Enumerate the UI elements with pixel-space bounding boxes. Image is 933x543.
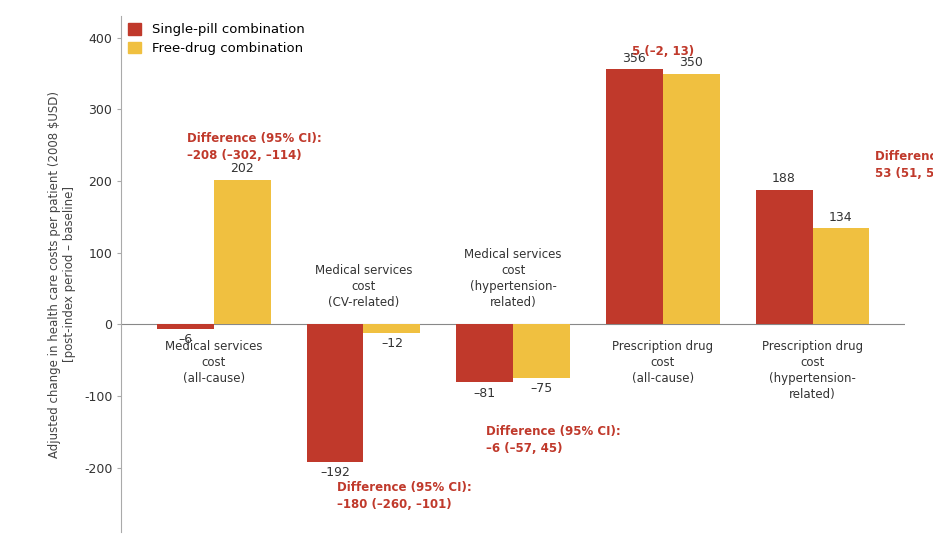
Text: –75: –75 xyxy=(531,382,552,395)
Text: 134: 134 xyxy=(829,211,853,224)
Text: Medical services
cost
(CV-related): Medical services cost (CV-related) xyxy=(314,263,412,308)
Bar xyxy=(157,324,214,329)
Text: Prescription drug
cost
(all-cause): Prescription drug cost (all-cause) xyxy=(612,340,714,385)
Legend: Single-pill combination, Free-drug combination: Single-pill combination, Free-drug combi… xyxy=(128,23,304,55)
Bar xyxy=(307,324,364,462)
Text: 202: 202 xyxy=(230,162,254,175)
Text: 188: 188 xyxy=(773,172,796,185)
Text: –192: –192 xyxy=(320,466,350,479)
Bar xyxy=(364,324,421,333)
Text: 350: 350 xyxy=(679,56,703,70)
Text: –81: –81 xyxy=(474,387,495,400)
Y-axis label: Adjusted change in health care costs per patient (2008 $USD)
[post-index period : Adjusted change in health care costs per… xyxy=(48,91,76,458)
Text: Difference (95% CI):
–6 (–57, 45): Difference (95% CI): –6 (–57, 45) xyxy=(486,425,621,454)
Text: Difference (95% CI):
53 (51, 55): Difference (95% CI): 53 (51, 55) xyxy=(875,150,933,180)
Bar xyxy=(813,229,870,324)
Text: Difference (95% CI):
–208 (–302, –114): Difference (95% CI): –208 (–302, –114) xyxy=(187,132,322,162)
Text: Medical services
cost
(all-cause): Medical services cost (all-cause) xyxy=(165,340,262,385)
Text: 356: 356 xyxy=(622,52,647,65)
Text: –12: –12 xyxy=(381,337,403,350)
Bar xyxy=(662,74,719,324)
Text: Prescription drug
cost
(hypertension-
related): Prescription drug cost (hypertension- re… xyxy=(762,340,863,401)
Text: Medical services
cost
(hypertension-
related): Medical services cost (hypertension- rel… xyxy=(465,248,562,308)
Bar xyxy=(214,180,271,324)
Text: Difference (95% CI):
–180 (–260, –101): Difference (95% CI): –180 (–260, –101) xyxy=(337,481,471,510)
Text: 5 (–2, 13): 5 (–2, 13) xyxy=(632,45,694,58)
Bar xyxy=(756,190,813,324)
Text: –6: –6 xyxy=(178,333,192,346)
Bar xyxy=(456,324,513,382)
Bar xyxy=(513,324,570,378)
Bar xyxy=(606,70,662,324)
